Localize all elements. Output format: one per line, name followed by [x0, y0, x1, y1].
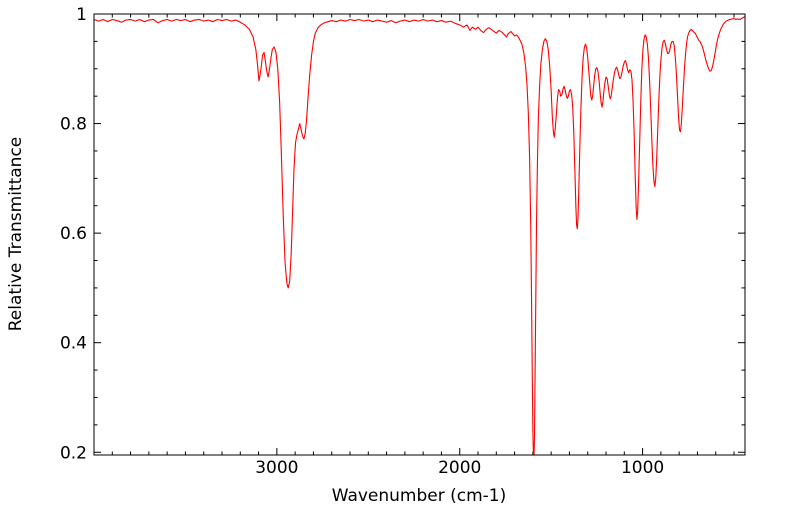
y-tick-label: 0.6 [60, 224, 87, 244]
x-tick-label: 2000 [438, 458, 481, 478]
x-axis-title: Wavenumber (cm-1) [332, 486, 507, 506]
y-tick-label: 0.4 [60, 334, 87, 354]
axis-ticks [94, 13, 745, 455]
x-tick-label: 3000 [255, 458, 298, 478]
plot-frame [93, 13, 746, 456]
spectrum-line [94, 16, 745, 455]
y-tick-label: 0.8 [60, 115, 87, 135]
y-tick-label: 1 [76, 5, 87, 25]
x-tick-label: 1000 [621, 458, 664, 478]
y-axis-title: Relative Transmittance [6, 137, 26, 332]
axis-tick-labels: 3000 2000 1000 1 0.8 0.6 0.4 0.2 [60, 5, 664, 478]
y-tick-label: 0.2 [60, 443, 87, 463]
